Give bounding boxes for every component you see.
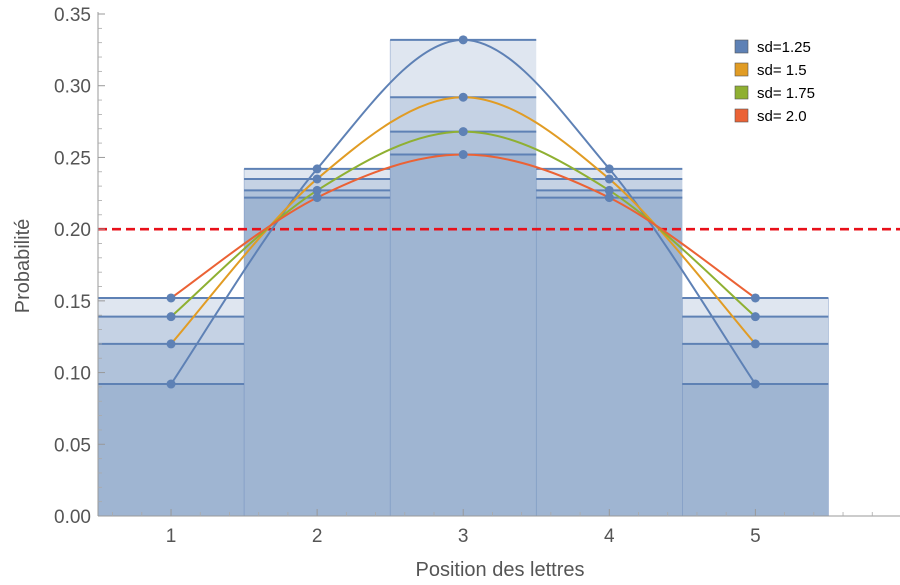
- axes-layer: 0.00 0.05 0.10 0.15 0.20 0.25 0.30 0.35 1 2 3 4 5: [54, 5, 900, 547]
- point-series-4-x3: [458, 150, 468, 160]
- bar-2-series-4: [244, 197, 391, 517]
- point-series-4-x1: [166, 293, 176, 303]
- bar-3-series-1: [390, 39, 537, 517]
- bar-5-series-1: [682, 384, 829, 516]
- legend-swatch-3: [734, 85, 749, 100]
- point-series-1-x1: [166, 379, 176, 389]
- x-tick-label-2: 3: [458, 526, 469, 547]
- bar-4-series-3: [536, 190, 683, 516]
- point-series-2-x1: [166, 339, 176, 349]
- bar-1-series-1: [98, 384, 245, 516]
- point-series-1-x5: [750, 379, 760, 389]
- legend: sd=1.25 sd= 1.5 sd= 1.75 sd= 2.0: [734, 39, 815, 125]
- bar-3-series-2: [390, 97, 537, 516]
- legend-swatch-2: [734, 62, 749, 77]
- bars-layer: [97, 38, 829, 517]
- point-series-2-x4: [604, 174, 614, 184]
- point-series-3-x3: [458, 127, 468, 137]
- bar-2-series-3: [244, 190, 391, 516]
- bar-5-series-4: [682, 297, 829, 516]
- bar-3-series-3: [390, 131, 537, 516]
- x-tick-label-1: 2: [312, 526, 323, 547]
- curves-layer: [166, 35, 760, 389]
- legend-label-2: sd= 1.5: [757, 62, 807, 79]
- point-series-1-x4: [604, 164, 614, 174]
- legend-label-3: sd= 1.75: [757, 85, 815, 102]
- y-tick-label-6: 0.30: [54, 77, 91, 98]
- bar-5-series-3: [682, 316, 829, 516]
- point-series-2-x5: [750, 339, 760, 349]
- y-tick-label-2: 0.10: [54, 364, 91, 385]
- point-series-3-x2: [312, 185, 322, 195]
- point-series-4-x4: [604, 193, 614, 203]
- point-series-1-x3: [458, 35, 468, 45]
- y-tick-label-4: 0.20: [54, 220, 91, 241]
- legend-label-1: sd=1.25: [757, 39, 811, 56]
- legend-label-4: sd= 2.0: [757, 108, 807, 125]
- bar-1-series-3: [98, 316, 245, 516]
- point-series-3-x1: [166, 312, 176, 322]
- x-tick-label-4: 5: [750, 526, 761, 547]
- y-tick-label-3: 0.15: [54, 292, 91, 313]
- legend-swatch-1: [734, 39, 749, 54]
- y-tick-label-1: 0.05: [54, 435, 91, 456]
- point-series-4-x5: [750, 293, 760, 303]
- bar-5-series-2: [682, 343, 829, 516]
- bar-4-series-4: [536, 197, 683, 517]
- y-tick-label-0: 0.00: [54, 507, 91, 528]
- point-series-2-x3: [458, 92, 468, 102]
- x-tick-label-0: 1: [166, 526, 177, 547]
- bar-1-series-2: [98, 343, 245, 516]
- x-tick-label-3: 4: [604, 526, 615, 547]
- point-series-1-x2: [312, 164, 322, 174]
- point-series-3-x4: [604, 185, 614, 195]
- y-tick-label-5: 0.25: [54, 148, 91, 169]
- point-series-2-x2: [312, 174, 322, 184]
- point-series-4-x2: [312, 193, 322, 203]
- x-axis-title: Position des lettres: [416, 559, 585, 581]
- y-tick-label-7: 0.35: [54, 5, 91, 26]
- legend-swatch-4: [734, 108, 749, 123]
- y-axis-title: Probabilité: [12, 219, 34, 314]
- bar-3-series-4: [390, 154, 537, 516]
- bar-1-series-4: [98, 297, 245, 516]
- point-series-3-x5: [750, 312, 760, 322]
